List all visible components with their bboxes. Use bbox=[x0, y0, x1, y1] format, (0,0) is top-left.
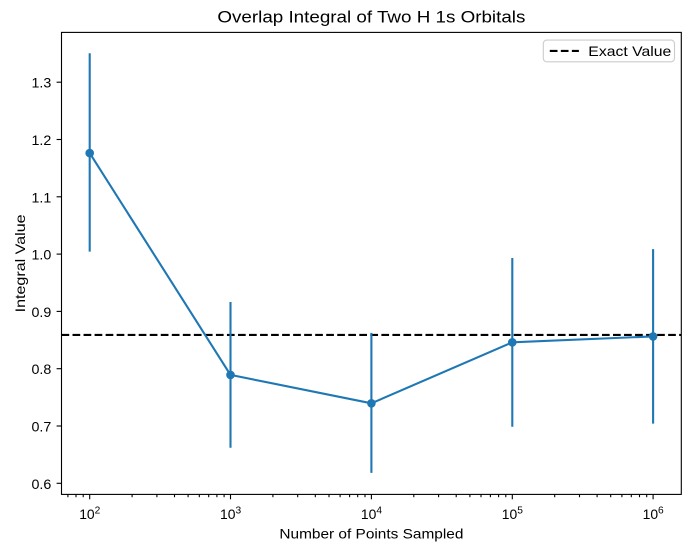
svg-text:0.6: 0.6 bbox=[32, 476, 52, 492]
svg-text:Overlap Integral of Two H 1s O: Overlap Integral of Two H 1s Orbitals bbox=[217, 8, 525, 27]
svg-text:Integral Value: Integral Value bbox=[12, 214, 28, 312]
svg-text:0.9: 0.9 bbox=[32, 304, 52, 320]
svg-text:1.3: 1.3 bbox=[32, 75, 52, 91]
svg-text:0.8: 0.8 bbox=[32, 361, 52, 377]
svg-text:1.1: 1.1 bbox=[32, 189, 52, 205]
svg-text:1.0: 1.0 bbox=[32, 247, 52, 263]
svg-text:1.2: 1.2 bbox=[32, 132, 52, 148]
svg-text:Exact Value: Exact Value bbox=[588, 43, 671, 59]
svg-text:Number of Points Sampled: Number of Points Sampled bbox=[279, 525, 463, 541]
svg-text:0.7: 0.7 bbox=[32, 419, 52, 435]
